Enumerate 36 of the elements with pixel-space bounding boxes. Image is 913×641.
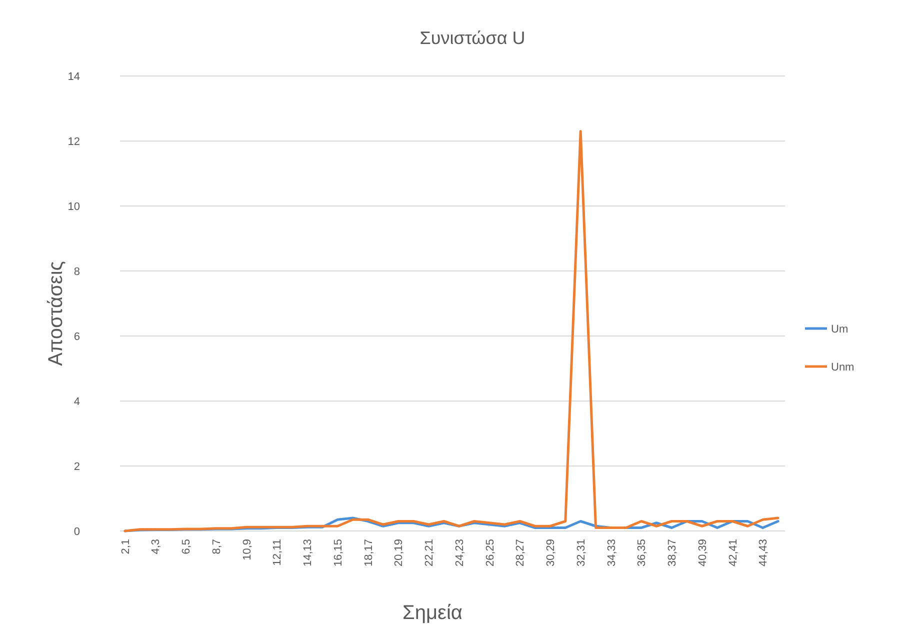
legend-label: Um xyxy=(831,323,848,336)
line-series xyxy=(124,130,780,532)
x-tick-label: 22,21 xyxy=(424,539,436,567)
y-tick-label: 4 xyxy=(74,396,80,408)
x-tick-label: 2,1 xyxy=(120,539,132,554)
x-tick-label: 36,35 xyxy=(636,539,648,567)
x-tick-label: 20,19 xyxy=(393,539,406,567)
y-tick-label: 8 xyxy=(74,266,80,278)
y-tick-label: 10 xyxy=(68,200,80,213)
y-tick-label: 0 xyxy=(74,526,80,538)
x-tick-label: 18,17 xyxy=(362,539,375,567)
x-tick-label: 44,43 xyxy=(758,539,770,567)
x-tick-label: 12,11 xyxy=(272,539,284,566)
y-axis-title: Αποστάσεις xyxy=(45,260,67,366)
x-tick-label: 26,25 xyxy=(484,539,496,567)
legend-label: Unm xyxy=(831,361,854,374)
y-tick-label: 6 xyxy=(74,330,80,343)
x-tick-label: 42,41 xyxy=(727,539,740,567)
x-tick-label: 4,3 xyxy=(150,539,162,554)
x-tick-label: 6,5 xyxy=(180,539,193,554)
chart-title: Συνιστώσα U xyxy=(420,28,526,48)
x-tick-label: 10,9 xyxy=(241,539,254,560)
x-tick-label: 16,15 xyxy=(332,539,344,567)
x-tick-label: 30,29 xyxy=(545,539,558,567)
x-axis-title: Σημεία xyxy=(402,602,462,624)
x-tick-label: 28,27 xyxy=(514,539,527,567)
x-tick-label: 32,31 xyxy=(575,539,588,567)
x-tick-label: 34,33 xyxy=(606,539,618,567)
x-tick-label: 24,23 xyxy=(454,539,466,567)
x-tick-label: 14,13 xyxy=(302,539,314,567)
x-tick-label: 40,39 xyxy=(696,539,709,567)
y-tick-label: 12 xyxy=(68,136,80,148)
y-tick-label: 2 xyxy=(74,460,80,473)
y-tick-label: 14 xyxy=(68,70,80,83)
x-tick-label: 8,7 xyxy=(210,539,223,554)
x-tick-label: 38,37 xyxy=(666,539,679,567)
